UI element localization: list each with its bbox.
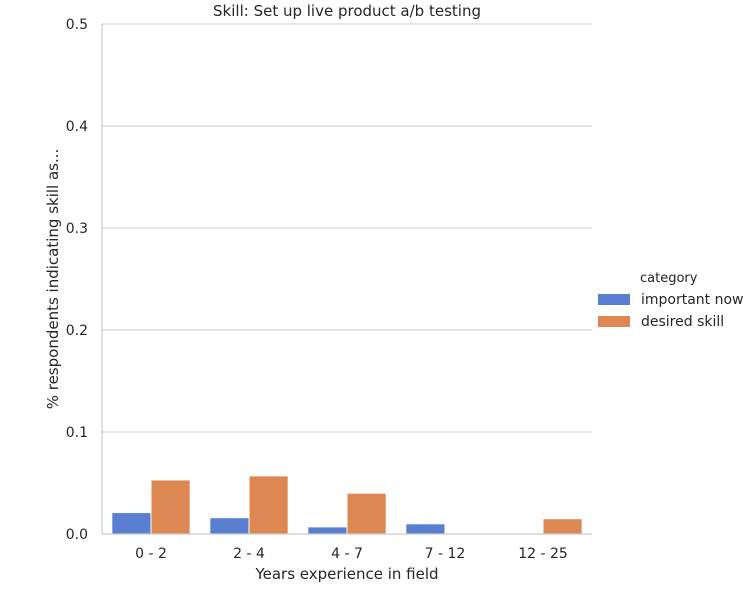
x-axis-label: Years experience in field <box>254 565 438 583</box>
legend-swatch-desired-skill <box>598 316 630 327</box>
bar-desired-skill-1 <box>248 475 289 535</box>
bar-desired-skill-0 <box>150 479 191 535</box>
bar-desired-skill-2 <box>346 492 387 535</box>
legend-label-desired-skill: desired skill <box>641 314 724 330</box>
bars-layer <box>111 475 583 535</box>
legend-swatch-important-now <box>598 294 630 305</box>
bar-desired-skill-4 <box>542 518 583 535</box>
x-tick-label: 0 - 2 <box>135 546 167 562</box>
chart-title: Skill: Set up live product a/b testing <box>213 2 481 20</box>
y-tick-label: 0.0 <box>66 527 88 543</box>
bar-important-now-3 <box>405 523 446 535</box>
y-tick-label: 0.2 <box>66 323 88 339</box>
x-tick-label: 12 - 25 <box>518 546 568 562</box>
y-tick-label: 0.3 <box>66 221 88 237</box>
axis-layer: 0.0 0.1 0.2 0.3 0.4 0.5 0 - 2 2 - 4 4 - 7 7 - 12 1… <box>66 17 592 562</box>
y-tick-label: 0.4 <box>66 119 88 135</box>
bar-important-now-2 <box>307 526 348 535</box>
legend-label-important-now: important now <box>641 292 744 308</box>
x-tick-label: 2 - 4 <box>233 546 265 562</box>
legend: category important now desired skill <box>598 271 744 330</box>
y-axis-label: % respondents indicating skill as... <box>44 149 62 410</box>
x-tick-label: 4 - 7 <box>331 546 363 562</box>
bar-important-now-1 <box>209 517 250 535</box>
y-tick-label: 0.1 <box>66 425 88 441</box>
grid-layer <box>102 23 592 535</box>
bar-important-now-0 <box>111 512 152 535</box>
legend-title: category <box>640 271 698 286</box>
x-tick-label: 7 - 12 <box>425 546 466 562</box>
y-tick-label: 0.5 <box>66 17 88 33</box>
